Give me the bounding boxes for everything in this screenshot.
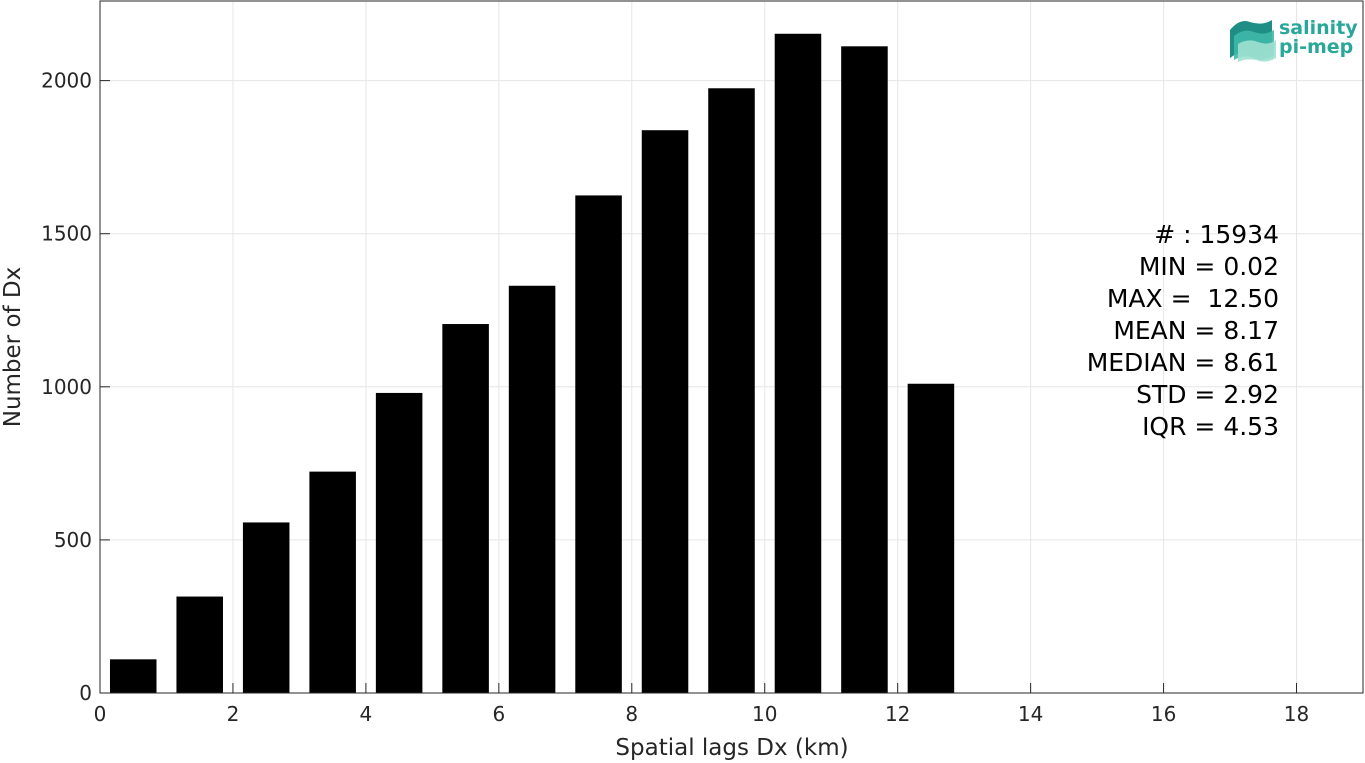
histogram-bar: [508, 285, 556, 693]
stats-mean: MEAN = 8.17: [1113, 316, 1279, 345]
y-tick-label: 2000: [41, 69, 92, 93]
y-tick-label: 0: [79, 681, 92, 705]
x-tick-label: 2: [227, 702, 240, 726]
x-tick-label: 6: [492, 702, 505, 726]
histogram-bar: [109, 659, 157, 693]
axis-ticks: 0 2 4 6 8 10 12 14 16 18 0 500 1000 1500 2000: [41, 69, 1309, 726]
y-tick-label: 1000: [41, 375, 92, 399]
x-tick-label: 0: [94, 702, 107, 726]
stats-median: MEDIAN = 8.61: [1087, 348, 1279, 377]
stats-std: STD = 2.92: [1136, 380, 1279, 409]
stats-min: MIN = 0.02: [1139, 252, 1279, 281]
x-tick-label: 4: [360, 702, 373, 726]
histogram-bar: [575, 195, 622, 693]
stats-max: MAX = 12.50: [1107, 284, 1279, 313]
histogram-bar: [907, 383, 955, 693]
histogram-bar: [774, 33, 822, 694]
stats-iqr: IQR = 4.53: [1142, 412, 1279, 441]
histogram-bar: [375, 392, 423, 693]
stats-box: # : 15934 MIN = 0.02 MAX = 12.50 MEAN = …: [1087, 220, 1279, 441]
x-tick-label: 16: [1151, 702, 1176, 726]
y-axis-label: Number of Dx: [0, 267, 26, 428]
histogram-bar: [442, 324, 489, 693]
bars: [109, 33, 955, 694]
logo-text-pi-mep: pi-mep: [1279, 36, 1353, 58]
y-tick-label: 500: [54, 528, 92, 552]
wave-layers-icon: [1230, 20, 1276, 62]
y-tick-label: 1500: [41, 222, 92, 246]
stats-count: # : 15934: [1154, 220, 1279, 249]
histogram-bar: [309, 471, 356, 693]
x-tick-label: 10: [752, 702, 777, 726]
x-tick-label: 14: [1018, 702, 1043, 726]
plot-frame: [99, 0, 1364, 694]
grid-lines: [100, 1, 1363, 693]
histogram-bar: [242, 522, 290, 693]
x-tick-label: 8: [625, 702, 638, 726]
histogram-bar: [641, 130, 689, 693]
x-tick-label: 18: [1284, 702, 1309, 726]
histogram-bar: [708, 88, 755, 693]
histogram-bar: [176, 596, 223, 693]
histogram-bar: [841, 46, 888, 693]
salinity-pi-mep-logo: salinity pi-mep: [1230, 17, 1358, 62]
x-axis-label: Spatial lags Dx (km): [615, 735, 848, 761]
x-tick-label: 12: [885, 702, 910, 726]
logo-text-salinity: salinity: [1279, 17, 1358, 39]
